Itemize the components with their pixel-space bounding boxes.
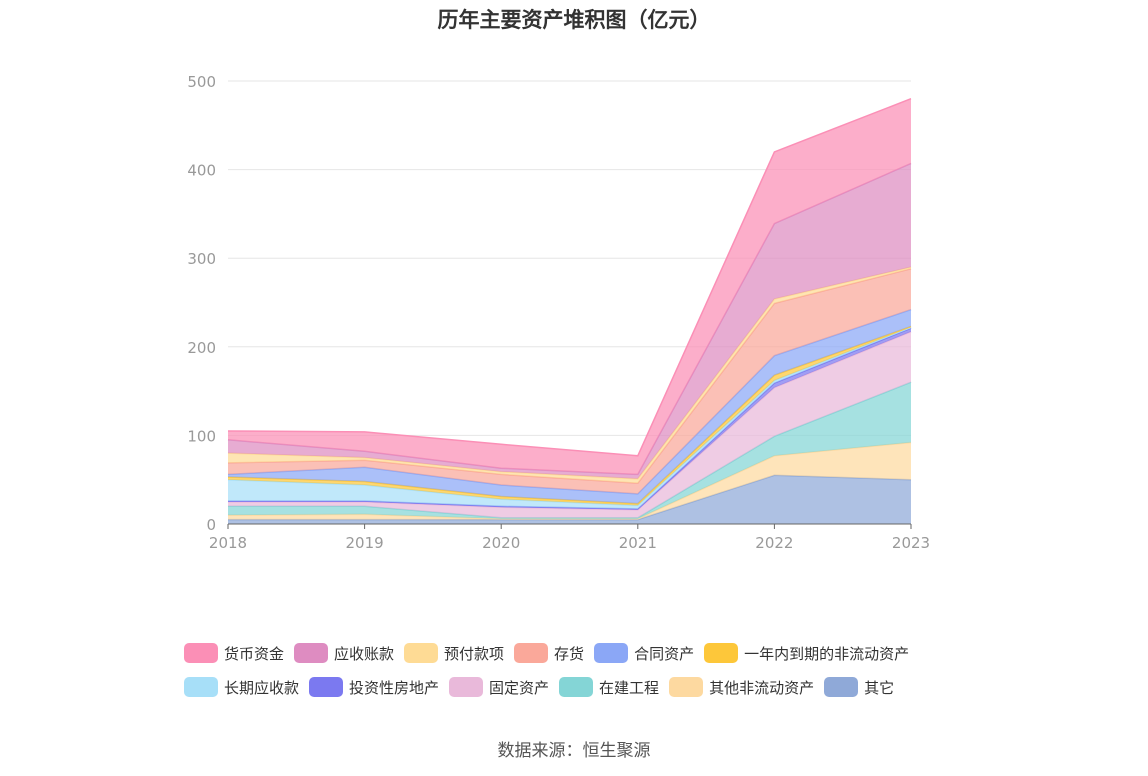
legend-item[interactable]: 投资性房地产 [309,677,439,698]
chart-title: 历年主要资产堆积图（亿元） [437,8,711,32]
x-axis: 2018 2019 2020 2021 2022 2023 [209,523,930,552]
x-tick-label: 2020 [482,534,520,552]
x-tick-label: 2023 [892,534,930,552]
legend-swatch [294,643,329,663]
legend-item[interactable]: 存货 [514,643,584,664]
y-tick-label: 300 [187,250,216,268]
series-line-11 [227,98,912,457]
legend-label: 预付款项 [444,644,505,663]
x-tick-label: 2022 [755,534,793,552]
legend-row: 长期应收款 投资性房地产 固定资产 在建工程 其他非流动资产 其它 [184,670,1004,704]
legend-label: 固定资产 [489,678,550,697]
area-series-5 [228,327,911,509]
area-series-3 [228,331,911,518]
legend-item[interactable]: 货币资金 [184,643,284,664]
y-axis: 0 100 200 300 400 500 [187,73,216,534]
legend-item[interactable]: 一年内到期的非流动资产 [704,643,909,664]
legend-swatch [184,677,218,697]
legend-swatch [704,643,739,663]
legend-swatch [449,677,484,697]
legend-label: 应收账款 [334,644,395,663]
legend-swatch [514,643,549,663]
area-series-11 [228,98,911,475]
legend-label: 合同资产 [634,644,695,663]
area-series-0 [228,475,911,524]
legend-swatch [184,643,218,663]
legend-label: 长期应收款 [224,678,300,697]
x-tick-label: 2018 [209,534,247,552]
legend-swatch [594,643,629,663]
legend-swatch [309,677,344,697]
legend-swatch [669,677,704,697]
legend-swatch [824,677,859,697]
legend-label: 一年内到期的非流动资产 [744,644,910,663]
area-series-10 [228,163,911,479]
legend-label: 存货 [554,644,585,663]
data-source: 数据来源：恒生聚源 [497,741,651,761]
stacked-area-chart: 2018 2019 2020 2021 2022 2023 0 100 200 300 400 50… [187,73,930,552]
legend-item[interactable]: 其他非流动资产 [669,677,814,698]
legend: 货币资金 应收账款 预付款项 存货 合同资产 一年内到期的非流动资产 长期应收款 投资性房地… [184,636,1004,704]
legend-item[interactable]: 应收账款 [294,643,394,664]
legend-label: 其它 [864,678,895,697]
area-layers [227,98,912,524]
legend-label: 投资性房地产 [349,678,440,697]
legend-item[interactable]: 长期应收款 [184,677,299,698]
y-tick-label: 200 [187,339,216,357]
y-tick-label: 500 [187,73,216,91]
legend-item[interactable]: 其它 [824,677,894,698]
y-tick-label: 100 [187,427,216,445]
area-series-1 [228,442,911,520]
legend-label: 在建工程 [599,678,660,697]
legend-item[interactable]: 预付款项 [404,643,504,664]
area-series-2 [228,382,911,519]
legend-item[interactable]: 合同资产 [594,643,694,664]
legend-item[interactable]: 在建工程 [559,677,659,698]
legend-label: 货币资金 [224,644,285,663]
y-tick-label: 400 [187,162,216,180]
legend-row: 货币资金 应收账款 预付款项 存货 合同资产 一年内到期的非流动资产 [184,636,1004,670]
legend-swatch [559,677,594,697]
area-series-8 [228,268,911,494]
y-tick-label: 0 [206,516,216,534]
x-tick-label: 2021 [619,534,657,552]
legend-swatch [404,643,439,663]
legend-label: 其他非流动资产 [709,678,815,697]
x-tick-label: 2019 [346,534,384,552]
legend-item[interactable]: 固定资产 [449,677,549,698]
